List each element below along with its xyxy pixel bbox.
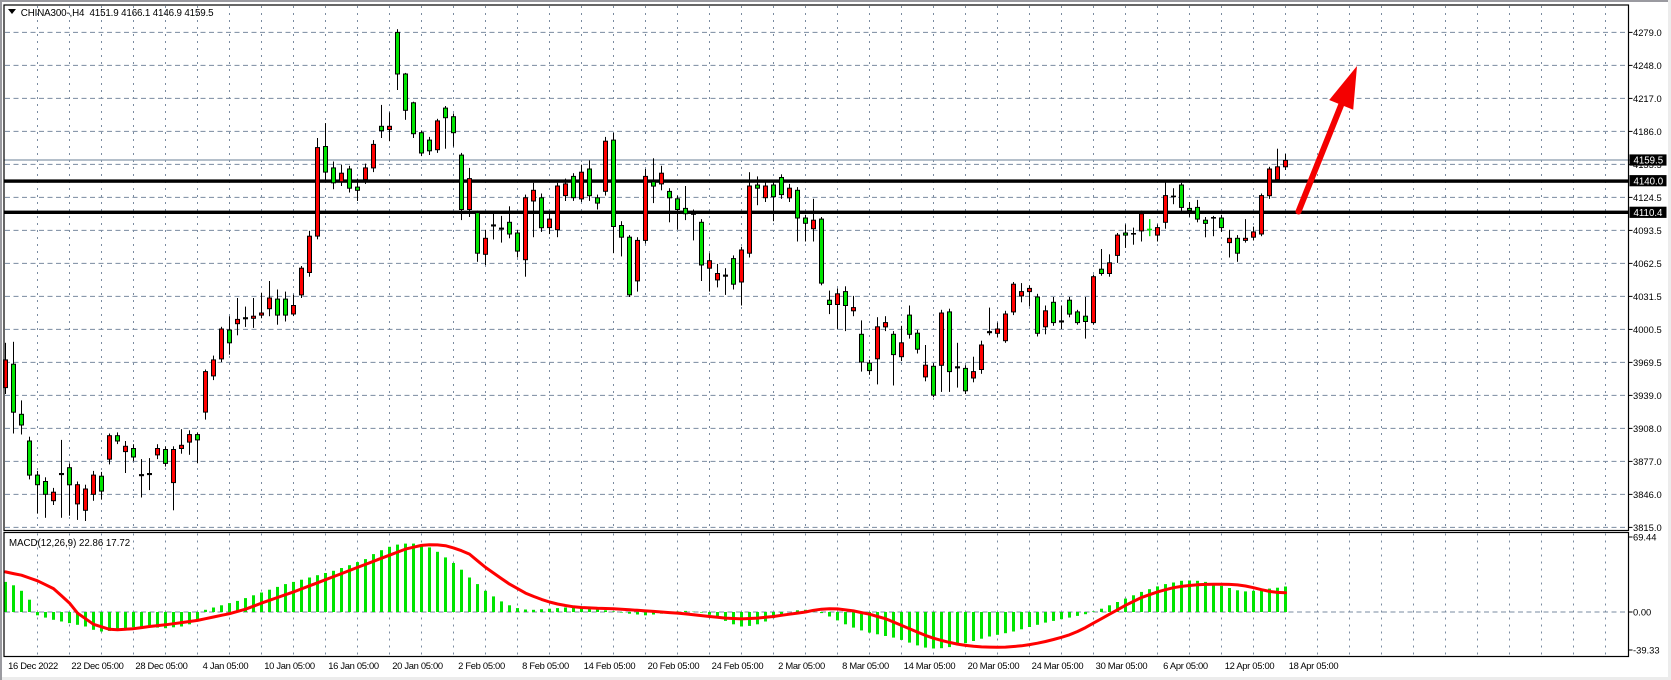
svg-text:28 Dec 05:00: 28 Dec 05:00	[135, 660, 187, 671]
svg-text:14 Mar 05:00: 14 Mar 05:00	[904, 660, 956, 671]
svg-text:4217.0: 4217.0	[1633, 93, 1662, 104]
svg-text:4110.4: 4110.4	[1634, 208, 1664, 219]
svg-text:24 Feb 05:00: 24 Feb 05:00	[712, 660, 764, 671]
svg-text:16 Dec 2022: 16 Dec 2022	[8, 660, 58, 671]
svg-text:22 Dec 05:00: 22 Dec 05:00	[71, 660, 123, 671]
svg-text:8 Mar 05:00: 8 Mar 05:00	[842, 660, 889, 671]
svg-text:3908.0: 3908.0	[1633, 423, 1662, 434]
svg-text:4248.0: 4248.0	[1633, 60, 1662, 71]
svg-text:2 Mar 05:00: 2 Mar 05:00	[778, 660, 825, 671]
svg-text:14 Feb 05:00: 14 Feb 05:00	[584, 660, 636, 671]
svg-text:4031.5: 4031.5	[1633, 291, 1662, 302]
svg-text:20 Mar 05:00: 20 Mar 05:00	[968, 660, 1020, 671]
svg-text:3969.5: 3969.5	[1633, 357, 1662, 368]
svg-text:CHINA300-,H4 4151.9 4166.1 41: CHINA300-,H4 4151.9 4166.1 4146.9 4159.5	[21, 8, 214, 19]
svg-text:20 Feb 05:00: 20 Feb 05:00	[648, 660, 700, 671]
svg-text:69.44: 69.44	[1633, 532, 1656, 543]
svg-text:16 Jan 05:00: 16 Jan 05:00	[328, 660, 379, 671]
svg-text:18 Apr 05:00: 18 Apr 05:00	[1289, 660, 1339, 671]
svg-text:12 Apr 05:00: 12 Apr 05:00	[1225, 660, 1275, 671]
svg-text:MACD(12,26,9) 22.86 17.72: MACD(12,26,9) 22.86 17.72	[9, 538, 130, 549]
svg-text:2 Feb 05:00: 2 Feb 05:00	[458, 660, 505, 671]
svg-text:20 Jan 05:00: 20 Jan 05:00	[392, 660, 443, 671]
svg-text:4140.0: 4140.0	[1634, 176, 1664, 187]
svg-text:4062.5: 4062.5	[1633, 258, 1662, 269]
svg-text:4279.0: 4279.0	[1633, 27, 1662, 38]
svg-text:6 Apr 05:00: 6 Apr 05:00	[1163, 660, 1208, 671]
svg-text:24 Mar 05:00: 24 Mar 05:00	[1032, 660, 1084, 671]
svg-text:4186.0: 4186.0	[1633, 126, 1662, 137]
svg-text:30 Mar 05:00: 30 Mar 05:00	[1096, 660, 1148, 671]
svg-text:0.00: 0.00	[1633, 607, 1651, 618]
svg-text:3846.0: 3846.0	[1633, 489, 1662, 500]
svg-text:4 Jan 05:00: 4 Jan 05:00	[203, 660, 249, 671]
svg-text:4124.5: 4124.5	[1633, 192, 1662, 203]
svg-text:4093.5: 4093.5	[1633, 225, 1662, 236]
svg-text:4000.5: 4000.5	[1633, 324, 1662, 335]
svg-text:4159.5: 4159.5	[1634, 156, 1664, 167]
svg-text:-39.33: -39.33	[1633, 645, 1660, 656]
svg-text:8 Feb 05:00: 8 Feb 05:00	[522, 660, 569, 671]
svg-text:10 Jan 05:00: 10 Jan 05:00	[264, 660, 315, 671]
svg-text:3877.0: 3877.0	[1633, 456, 1662, 467]
svg-text:3939.0: 3939.0	[1633, 390, 1662, 401]
svg-text:3815.0: 3815.0	[1633, 522, 1662, 533]
